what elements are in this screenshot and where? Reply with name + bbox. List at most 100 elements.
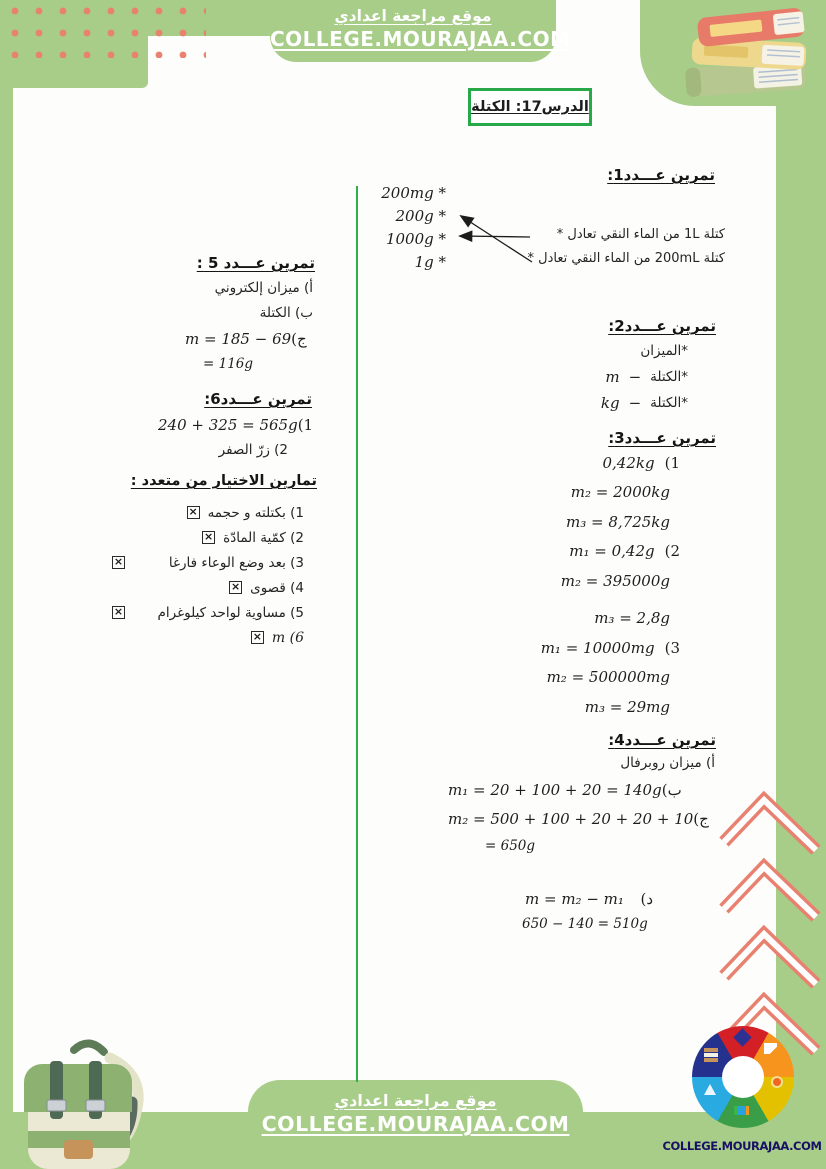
formula: m₃ = 2,8g	[594, 609, 670, 628]
exercise3-title: تمرين عـــدد3:	[608, 429, 716, 447]
result: 650 − 140 = 510g	[522, 916, 648, 932]
item-label: (د	[640, 890, 653, 908]
formula: m = 185 − 69	[185, 330, 292, 348]
mcq-item-text: 4) قصوى	[250, 579, 304, 596]
term-arabic: *الكتلة	[650, 369, 688, 385]
item-label: (ب	[661, 781, 682, 799]
mass-option: 1g *	[414, 253, 446, 271]
item-label: (2	[664, 542, 680, 561]
formula: 0,42kg	[602, 453, 655, 472]
water-statement: كتلة 1L من الماء النقي تعادل *	[556, 227, 725, 242]
exercise1-title: تمرين عـــدد1:	[607, 166, 715, 184]
formula: m₂ = 500 + 100 + 20 + 20 + 10	[448, 810, 694, 828]
logo-flask-icon	[704, 1084, 716, 1095]
item-label: (ج	[693, 810, 709, 828]
exercise5-title: تمرين عـــدد 5 :	[196, 254, 315, 272]
footer-bubble	[248, 1080, 583, 1169]
logo-books-icon	[704, 1048, 718, 1052]
definition-row: *الميزان	[540, 338, 688, 364]
term-symbol: m	[605, 368, 620, 386]
mcq-item: 1) بكتلته و حجمه ×	[112, 500, 304, 525]
formula: m₁ = 20 + 100 + 20 = 140g	[448, 781, 662, 799]
divider-line	[356, 186, 358, 1082]
exercise3-section: 0,42kg (1 m₂ = 2000kg m₃ = 8,725kg m₁ = 0…	[455, 448, 680, 722]
mcq-item-text: 2) كمّية المادّة	[223, 529, 304, 546]
mass-option: 1000g *	[385, 230, 446, 248]
water-statement: كتلة 200mL من الماء النقي تعادل *	[527, 251, 725, 266]
exercise2-section: *الميزان *الكتلة − m *الكتلة − kg	[540, 338, 688, 416]
mcq-item: 5) مساوية لواحد كيلوغرام ×	[112, 600, 304, 625]
footer-site-url: COLLEGE.MOURAJAA.COM	[261, 1112, 570, 1136]
exercise2-title: تمرين عـــدد2:	[608, 317, 716, 335]
exercise4-title: تمرين عـــدد4:	[608, 731, 716, 749]
mcq-item: 6) m ×	[112, 625, 304, 650]
mass-option: 200g *	[395, 207, 446, 225]
logo-notepad-icon	[764, 1043, 777, 1054]
definition-row: *الكتلة − kg	[540, 390, 688, 416]
exercise6-line-2: 2) زرّ الصفر	[218, 442, 288, 458]
exercise4-row-d: m = m₂ − m₁ (د	[525, 890, 653, 908]
logo-graduation-cap-icon	[733, 1028, 752, 1047]
formula: m₂ = 500000mg	[546, 668, 670, 687]
site-logo-ring	[692, 1026, 794, 1128]
checkbox-checked-icon: ×	[229, 580, 243, 594]
exercise6-row-1: 240 + 325 = 565g (1	[158, 416, 313, 434]
formula: m₃ = 29mg	[584, 697, 670, 716]
definition-row: *الكتلة − m	[540, 364, 688, 390]
mcq-item-text: 3) بعد وضع الوعاء فارغا	[168, 554, 304, 571]
item-label: (1	[297, 416, 314, 434]
lesson-title-box: الدرس17: الكتلة	[468, 88, 592, 126]
formula: m₂ = 2000kg	[570, 483, 670, 502]
site-url: COLLEGE.MOURAJAA.COM	[270, 27, 571, 51]
exercise4-row-b: m₁ = 20 + 100 + 20 = 140g (ب	[448, 781, 682, 799]
exercise5-line-a: أ) ميزان إلكتروني	[214, 280, 313, 296]
checkbox-checked-icon: ×	[112, 605, 125, 619]
corner-dots-pattern	[0, 0, 206, 58]
formula: 240 + 325 = 565g	[158, 416, 298, 434]
mcq-section: 1) بكتلته و حجمه × 2) كمّية المادّة × 3)…	[112, 500, 304, 650]
result: = 650g	[485, 838, 536, 854]
lesson-title: الدرس17: الكتلة	[471, 99, 589, 115]
formula: m₁ = 10000mg	[540, 638, 655, 657]
logo-wordmark: COLLEGE.MOURAJAA.COM	[662, 1139, 822, 1153]
exercise6-title: تمرين عـــدد6:	[204, 390, 312, 408]
result: = 116g	[203, 356, 254, 372]
formula: m₂ = 395000g	[560, 571, 670, 590]
exercise5-row-c: m = 185 − 69 (ج	[185, 330, 307, 348]
mcq-item-text: 1) بكتلته و حجمه	[207, 504, 304, 521]
checkbox-checked-icon: ×	[250, 630, 264, 644]
item-label: (1	[664, 453, 680, 472]
mcq-title: تمارين الاختيار من متعدد :	[130, 473, 317, 489]
exercise5-line-b: ب) الكتلة	[259, 305, 313, 321]
item-label: (ج	[291, 330, 307, 348]
footer-site-title: موقع مراجعة اعدادي	[334, 1091, 497, 1110]
backpack-illustration	[24, 1039, 144, 1169]
formula: m = m₂ − m₁	[525, 890, 624, 908]
exercise1-options: 200mg * 200g * 1000g * 1g *	[378, 184, 446, 276]
term-arabic: *الميزان	[640, 343, 688, 359]
checkbox-checked-icon: ×	[202, 530, 216, 544]
checkbox-checked-icon: ×	[186, 505, 200, 519]
exercise4-row-c: m₂ = 500 + 100 + 20 + 20 + 10 (ج	[448, 810, 709, 828]
mass-option: 200mg *	[381, 184, 446, 202]
logo-world-map-icon	[734, 1106, 749, 1115]
mcq-item: 3) بعد وضع الوعاء فارغا ×	[112, 550, 304, 575]
books-illustration	[685, 8, 807, 97]
mcq-item: 4) قصوى ×	[112, 575, 304, 600]
mcq-item-text: 6) m	[271, 629, 304, 646]
checkbox-checked-icon: ×	[112, 555, 125, 569]
left-border	[0, 0, 13, 1169]
header-bubble	[270, 0, 556, 62]
dash: −	[628, 368, 642, 386]
formula: m₁ = 0,42g	[569, 542, 655, 561]
mcq-item-text: 5) مساوية لواحد كيلوغرام	[157, 604, 304, 621]
formula: m₃ = 8,725kg	[566, 512, 670, 531]
matching-arrows	[458, 214, 533, 263]
logo-atom-icon	[773, 1078, 781, 1086]
dash: −	[628, 394, 642, 412]
item-label: (3	[664, 638, 680, 657]
exercise4-line-a: أ) ميزان روبرفال	[620, 755, 715, 771]
site-title: موقع مراجعة اعدادي	[334, 7, 492, 25]
term-symbol: kg	[600, 394, 620, 412]
